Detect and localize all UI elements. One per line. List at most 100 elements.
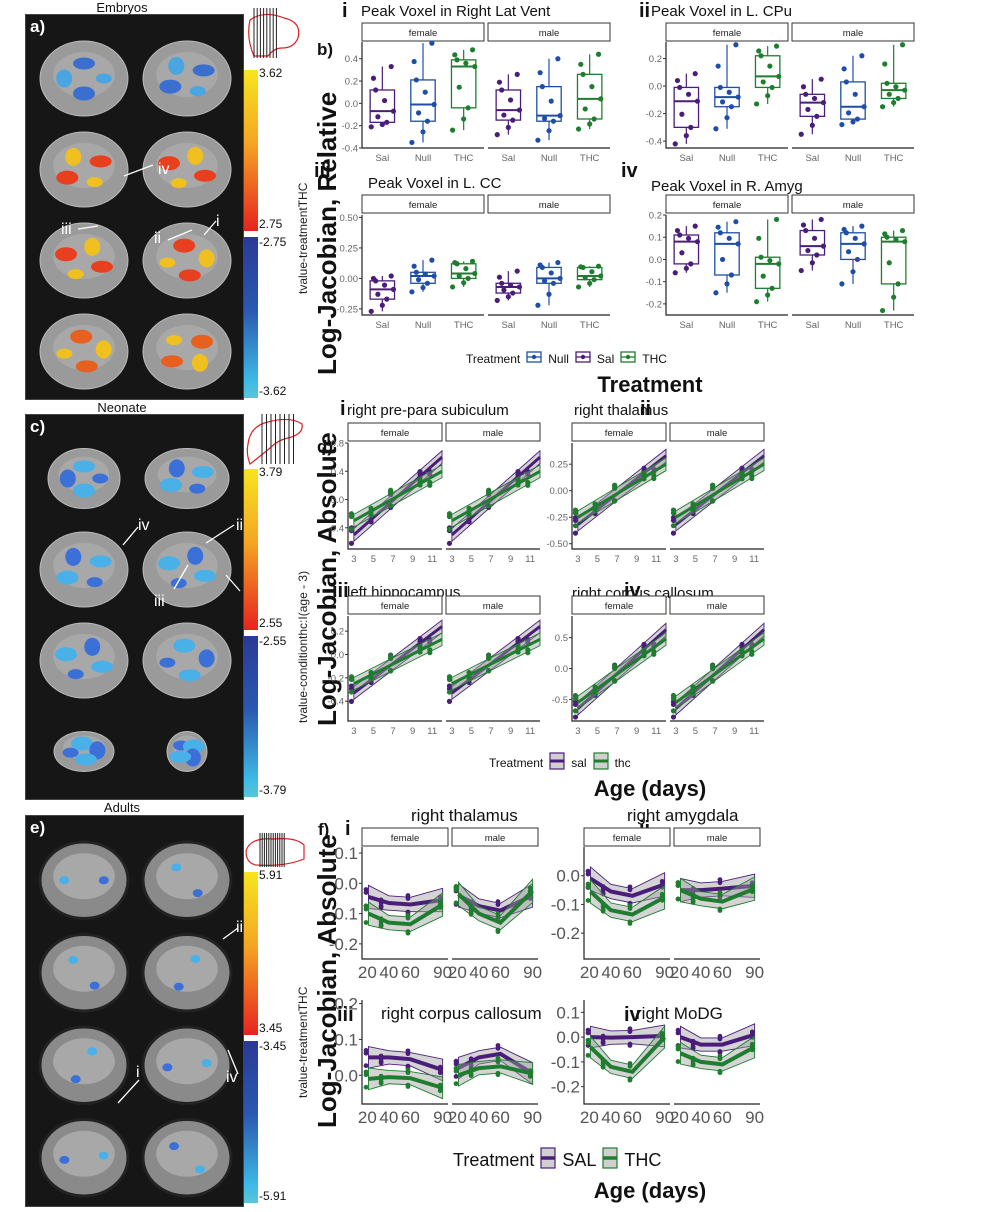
x-tick-label: 5: [693, 726, 698, 737]
brain-panel-title: Neonate: [97, 400, 147, 415]
data-point: [841, 66, 847, 72]
x-axis-label-b: Treatment: [597, 372, 703, 397]
data-point: [582, 106, 588, 112]
region-annotation: ii: [154, 230, 162, 247]
data-point-thc: [495, 929, 501, 935]
x-tick-label: Null: [845, 153, 861, 164]
data-point-thc: [388, 668, 394, 674]
activation-blob: [84, 637, 101, 656]
data-point: [726, 235, 732, 241]
data-point-sal: [627, 887, 633, 893]
region-annotation: iii: [236, 919, 247, 936]
x-tick-label: 7: [712, 554, 717, 565]
data-point-thc: [446, 676, 453, 683]
y-tick-label: 0.2: [649, 211, 662, 222]
region-annotation: iv: [138, 517, 150, 534]
data-point: [818, 216, 824, 223]
data-point: [886, 260, 892, 266]
data-point: [469, 258, 476, 264]
data-point-sal: [405, 896, 411, 901]
x-tick-label: Sal: [501, 320, 515, 331]
colorbar-min-label: -5.91: [259, 1189, 287, 1203]
y-tick-label: -0.1: [646, 277, 662, 288]
legend-key-thc: [620, 350, 636, 367]
data-point: [379, 121, 385, 128]
y-tick-label: -0.5: [552, 695, 568, 706]
facet-strip: [665, 22, 789, 42]
brain-slice-inner: [53, 1038, 115, 1085]
data-point: [449, 127, 456, 133]
colorbar-neg-max-label: -2.75: [259, 235, 287, 249]
activation-blob: [192, 64, 215, 77]
data-point: [818, 76, 824, 82]
data-point: [591, 116, 597, 122]
x-tick-label: 20: [448, 963, 467, 981]
facet-label: female: [409, 28, 438, 39]
activation-blob: [173, 638, 196, 653]
x-tick-label: 40: [691, 963, 710, 981]
panel-label-f: f): [318, 820, 330, 839]
activation-blob: [178, 269, 201, 282]
x-tick-label: Sal: [805, 153, 819, 164]
data-point: [499, 87, 505, 93]
data-point: [546, 291, 552, 297]
data-point: [465, 275, 471, 282]
data-point-thc: [572, 523, 579, 529]
brain-slice-inner: [53, 1130, 115, 1177]
data-point: [728, 272, 735, 278]
x-tick-label: THC: [454, 320, 474, 331]
x-tick-label: THC: [580, 320, 600, 331]
data-point: [769, 285, 775, 291]
annotation-line: [77, 225, 99, 230]
activation-blob: [68, 955, 79, 964]
x-tick-label: 40: [379, 1108, 398, 1126]
subplot-index: ii: [640, 398, 652, 420]
data-point: [494, 297, 500, 303]
data-point: [413, 77, 419, 83]
data-point: [587, 280, 593, 286]
data-point-thc: [572, 695, 579, 701]
x-tick-label: 40: [601, 963, 620, 981]
x-tick-label: 90: [655, 1108, 674, 1126]
fit-line-thc: [368, 1075, 444, 1090]
x-tick-label: 7: [488, 726, 493, 737]
brain-slice-inner: [156, 1038, 218, 1085]
data-point: [899, 227, 906, 234]
data-point-sal: [670, 714, 677, 720]
data-point: [384, 119, 390, 125]
data-point-thc: [675, 1059, 681, 1064]
data-point-sal: [495, 902, 501, 907]
confidence-ribbon-thc: [458, 878, 534, 931]
data-point-thc: [453, 900, 459, 906]
region-annotation: i: [216, 213, 220, 230]
x-tick-label: 3: [575, 726, 580, 737]
activation-blob: [91, 660, 114, 673]
facet-label: female: [381, 428, 410, 439]
data-point: [548, 98, 554, 104]
activation-blob: [70, 1075, 81, 1084]
axis-line: [665, 42, 788, 149]
data-point: [591, 277, 597, 283]
activation-blob: [91, 260, 114, 273]
x-tick-label: THC: [454, 153, 474, 164]
data-point-thc: [717, 908, 723, 913]
activation-blob: [74, 753, 97, 766]
data-point-thc: [600, 908, 606, 914]
brain-slice-inner: [53, 325, 115, 370]
subplot-index: iii: [337, 1004, 354, 1026]
activation-blob: [182, 739, 205, 754]
data-point-thc: [453, 887, 459, 892]
x-tick-label: 3: [449, 726, 454, 737]
data-point: [882, 61, 888, 67]
data-point-thc: [495, 1072, 501, 1078]
y-tick-label: -0.2: [342, 121, 358, 132]
data-point-thc: [363, 920, 369, 925]
axis-line: [571, 443, 666, 550]
data-point: [537, 262, 543, 268]
data-point-sal: [670, 517, 677, 523]
y-tick-label: 0.5: [555, 633, 568, 644]
data-point: [580, 71, 586, 77]
activation-blob: [171, 863, 182, 872]
